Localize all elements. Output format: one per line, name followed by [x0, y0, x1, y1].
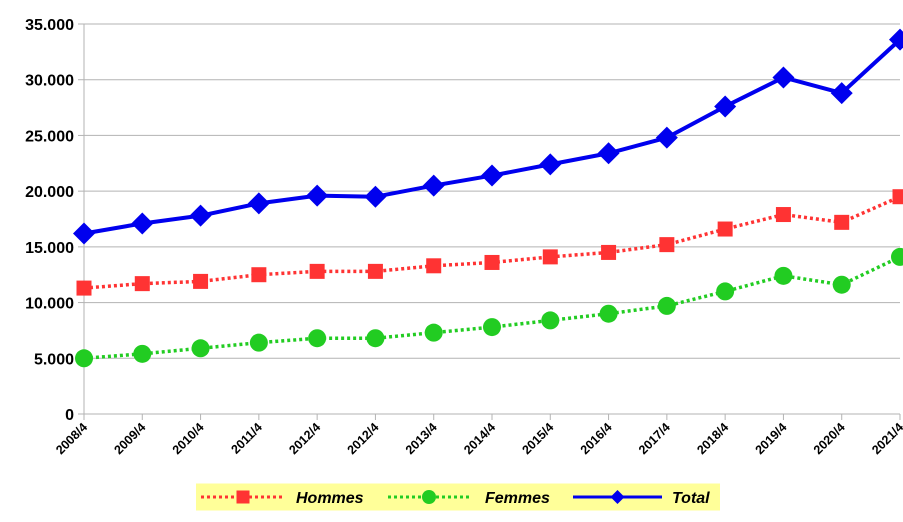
series-femmes — [75, 247, 903, 368]
y-tick-label: 0 — [65, 407, 74, 424]
data-point-circle — [191, 339, 210, 358]
x-tick-label: 2015/4 — [519, 420, 556, 457]
legend-label: Femmes — [485, 490, 550, 507]
x-tick-label: 2018/4 — [694, 420, 731, 457]
x-tick-label: 2017/4 — [636, 420, 673, 457]
data-point-circle — [249, 333, 268, 352]
data-point-circle — [599, 304, 618, 323]
x-axis-tick-labels: 2008/4 2009/4 2010/4 2011/4 2012/4 2012/4 2013… — [53, 420, 903, 457]
data-point-diamond — [714, 95, 737, 118]
data-point-circle — [657, 296, 676, 315]
data-point-diamond — [189, 204, 212, 227]
x-tick-label: 2014/4 — [461, 420, 498, 457]
data-point-circle — [774, 266, 793, 285]
y-tick-label: 10.000 — [25, 296, 74, 313]
data-point-square — [659, 237, 675, 253]
x-tick-label: 2021/4 — [869, 420, 903, 457]
data-point-circle — [424, 323, 443, 342]
y-tick-label: 20.000 — [25, 184, 74, 201]
data-point-circle — [541, 311, 560, 330]
x-tick-label: 2016/4 — [578, 420, 615, 457]
data-point-diamond — [364, 185, 387, 208]
data-point-diamond — [539, 153, 562, 176]
data-point-square — [193, 273, 209, 289]
data-point-square — [426, 258, 442, 274]
data-point-diamond — [247, 192, 270, 215]
legend-marker-diamond — [610, 490, 625, 504]
data-point-circle — [366, 329, 385, 348]
x-tick-label: 2012/4 — [286, 420, 323, 457]
x-tick-label: 2012/4 — [345, 420, 382, 457]
data-point-circle — [133, 344, 152, 363]
data-point-square — [484, 254, 500, 270]
data-point-diamond — [655, 126, 678, 149]
y-tick-label: 5.000 — [34, 351, 74, 368]
legend-label: Total — [672, 490, 710, 507]
data-point-square — [775, 207, 791, 223]
data-point-square — [834, 214, 850, 230]
grid-lines — [84, 23, 900, 415]
x-tick-label: 2019/4 — [753, 420, 790, 457]
data-point-square — [309, 263, 325, 279]
data-point-diamond — [830, 82, 853, 105]
y-axis-tick-labels: 0 5.000 10.000 15.000 20.000 25.000 30.000 35.0… — [25, 17, 74, 424]
data-point-square — [134, 276, 150, 292]
data-point-square — [367, 263, 383, 279]
legend-item-hommes: Hommes — [201, 490, 364, 507]
data-point-circle — [891, 247, 903, 266]
legend-marker-circle — [422, 490, 436, 504]
series-layer — [73, 28, 903, 368]
y-tick-label: 35.000 — [25, 17, 74, 34]
data-point-circle — [483, 318, 501, 337]
y-tick-label: 15.000 — [25, 240, 74, 257]
data-point-diamond — [481, 164, 503, 187]
data-point-circle — [308, 329, 327, 348]
data-point-diamond — [73, 222, 95, 245]
data-point-square — [717, 221, 733, 237]
x-tick-label: 2008/4 — [53, 420, 90, 457]
x-tick-label: 2013/4 — [403, 420, 440, 457]
y-tick-label: 30.000 — [25, 73, 74, 90]
series-total — [73, 28, 903, 245]
data-point-square — [542, 249, 558, 265]
data-point-diamond — [306, 184, 329, 207]
series-line — [83, 38, 902, 236]
series-hommes — [76, 189, 903, 296]
x-tick-label: 2011/4 — [229, 420, 265, 456]
data-point-square — [892, 189, 903, 205]
x-tick-label: 2020/4 — [811, 420, 848, 457]
data-point-diamond — [889, 28, 903, 51]
axes — [78, 23, 901, 420]
data-point-circle — [716, 282, 735, 301]
data-point-square — [251, 267, 267, 283]
legend-label: Hommes — [296, 490, 364, 507]
y-tick-label: 25.000 — [25, 128, 74, 145]
legend-marker-square — [236, 490, 250, 504]
x-tick-label: 2009/4 — [111, 420, 148, 457]
data-point-diamond — [422, 174, 445, 197]
data-point-square — [76, 280, 92, 296]
data-point-diamond — [597, 142, 620, 165]
x-tick-label: 2010/4 — [170, 420, 207, 457]
data-point-circle — [832, 275, 851, 294]
legend-item-femmes: Femmes — [388, 490, 550, 507]
legend: Hommes Femmes Total — [196, 483, 720, 511]
data-point-diamond — [131, 212, 154, 235]
data-point-circle — [75, 349, 93, 368]
legend-item-total: Total — [573, 490, 710, 507]
data-point-square — [601, 244, 617, 260]
data-point-diamond — [772, 66, 795, 89]
